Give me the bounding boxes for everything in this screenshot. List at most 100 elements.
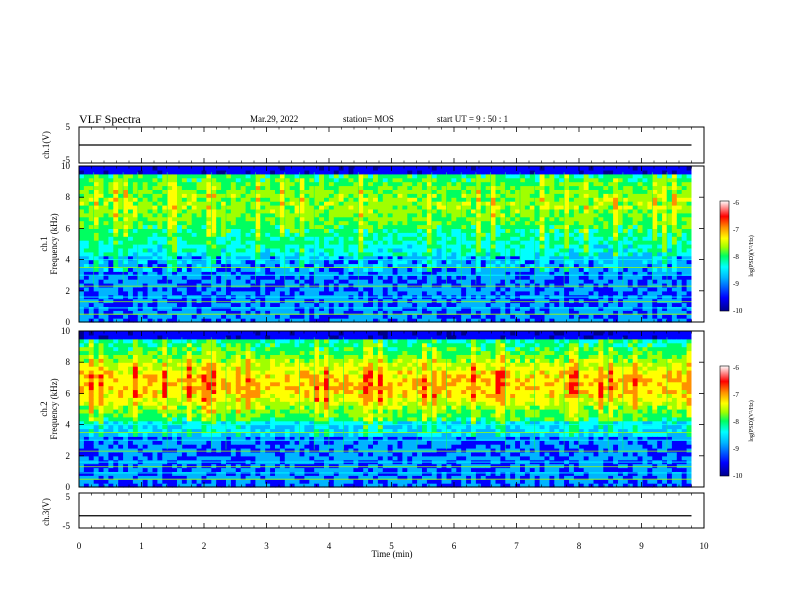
spectrogram-cell xyxy=(676,244,683,249)
spectrogram-cell xyxy=(240,290,247,296)
spectrogram-cell xyxy=(152,310,158,315)
spectrogram-cell xyxy=(167,166,173,171)
spectrogram-cell xyxy=(642,205,648,210)
spectrogram-cell xyxy=(539,255,546,261)
spectrogram-cell xyxy=(299,166,305,171)
spectrogram-cell xyxy=(304,181,310,187)
spectrogram-cell xyxy=(230,247,237,253)
spectrogram-cell xyxy=(544,279,550,284)
spectrogram-cell xyxy=(608,208,614,214)
spectrogram-cell xyxy=(451,224,457,229)
spectrogram-cell xyxy=(622,267,629,272)
spectrogram-cell xyxy=(573,255,580,261)
spectrogram-cell xyxy=(480,173,487,179)
spectrogram-cell xyxy=(275,310,281,315)
spectrogram-cell xyxy=(260,302,266,307)
spectrogram-cell xyxy=(426,240,433,245)
station-label: station= MOS xyxy=(343,114,394,124)
spectrogram-cell xyxy=(608,255,614,261)
spectrogram-cell xyxy=(216,286,222,292)
spectrogram-cell xyxy=(147,193,154,198)
spectrogram-cell xyxy=(319,201,325,206)
spectrogram-cell xyxy=(142,208,149,214)
spectrogram-cell xyxy=(319,271,325,276)
spectrogram-cell xyxy=(299,224,305,229)
spectrogram-cell xyxy=(554,236,560,241)
spectrogram-cell xyxy=(314,275,320,280)
spectrogram-cell xyxy=(637,189,644,194)
spectrogram-cell xyxy=(191,166,198,171)
spectrogram-cell xyxy=(662,255,668,261)
spectrogram-cell xyxy=(622,177,629,183)
spectrogram-cell xyxy=(162,267,168,272)
spectrogram-cell xyxy=(510,189,516,194)
spectrogram-cell xyxy=(466,201,472,206)
spectrogram-cell xyxy=(564,193,570,198)
spectrogram-cell xyxy=(304,197,310,202)
spectrogram-cell xyxy=(137,212,144,218)
spectrogram-cell xyxy=(235,228,242,233)
spectrogram-cell xyxy=(157,240,163,245)
spectrogram-cell xyxy=(564,283,570,288)
spectrogram-cell xyxy=(191,267,198,272)
spectrogram-cell xyxy=(177,286,183,292)
spectrogram-cell xyxy=(554,298,560,304)
spectrogram-cell xyxy=(338,181,345,187)
spectrogram-cell xyxy=(289,255,296,261)
spectrogram-cell xyxy=(573,314,580,319)
spectrogram-cell xyxy=(348,271,354,276)
spectrogram-cell xyxy=(118,240,124,245)
spectrogram-cell xyxy=(456,318,462,323)
spectrogram-cell xyxy=(534,314,541,319)
spectrogram-cell xyxy=(652,169,658,175)
spectrogram-cell xyxy=(304,263,310,268)
spectrogram-cell xyxy=(534,169,541,175)
spectrogram-cell xyxy=(652,208,658,214)
spectrogram-cell xyxy=(407,220,413,226)
spectrogram-cell xyxy=(358,208,364,214)
spectrogram-cell xyxy=(324,208,330,214)
spectrogram-cell xyxy=(348,169,354,175)
spectrogram-cell xyxy=(177,228,183,233)
spectrogram-cell xyxy=(328,236,335,241)
spectrogram-cell xyxy=(451,181,457,187)
spectrogram-cell xyxy=(196,166,203,171)
spectrogram-cell xyxy=(314,216,320,222)
spectrogram-cell xyxy=(304,255,310,261)
spectrogram-cell xyxy=(206,236,212,241)
spectrogram-cell xyxy=(348,193,354,198)
spectrogram-cell xyxy=(211,189,217,194)
spectrogram-cell xyxy=(671,283,678,288)
spectrogram-cell xyxy=(358,251,364,257)
spectrogram-cell xyxy=(373,247,379,253)
spectrogram-cell xyxy=(475,298,482,304)
spectrogram-cell xyxy=(466,185,472,190)
spectrogram-cell xyxy=(544,267,550,272)
spectrogram-cell xyxy=(407,290,413,296)
spectrogram-cell xyxy=(363,310,369,315)
spectrogram-cell xyxy=(240,201,247,206)
spectrogram-cell xyxy=(554,208,560,214)
spectrogram-cell xyxy=(186,228,193,233)
spectrogram-cell xyxy=(377,255,384,261)
spectrogram-cell xyxy=(377,251,384,257)
spectrogram-cell xyxy=(588,232,595,237)
spectrogram-cell xyxy=(461,314,467,319)
spectrogram-cell xyxy=(98,205,105,210)
spectrogram-cell xyxy=(270,259,276,265)
spectrogram-cell xyxy=(226,185,232,190)
spectrogram-cell xyxy=(167,208,173,214)
spectrogram-cell xyxy=(520,208,526,214)
spectrogram-cell xyxy=(397,298,403,304)
spectrogram-cell xyxy=(657,279,663,284)
spectrogram-cell xyxy=(216,232,222,237)
spectrogram-cell xyxy=(108,267,114,272)
spectrogram-cell xyxy=(397,247,403,253)
spectrogram-cell xyxy=(456,201,462,206)
spectrogram-cell xyxy=(446,193,452,198)
spectrogram-cell xyxy=(534,208,541,214)
spectrogram-cell xyxy=(608,166,614,171)
spectrogram-cell xyxy=(466,193,472,198)
spectrogram-cell xyxy=(642,267,648,272)
spectrogram-cell xyxy=(529,306,536,311)
